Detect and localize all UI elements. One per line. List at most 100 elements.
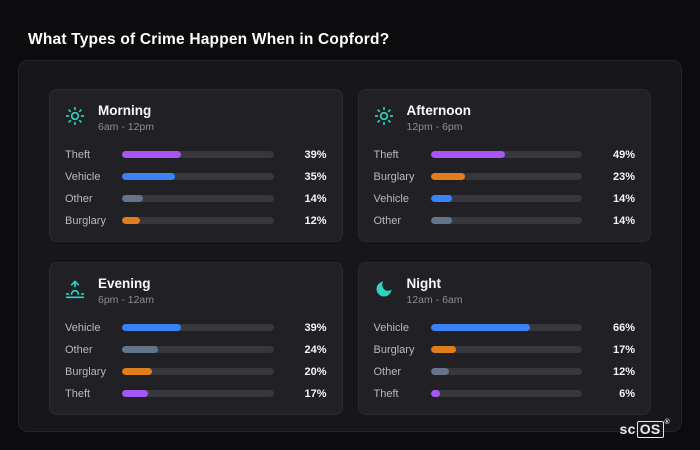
crime-row: Other 12% (374, 365, 636, 378)
crime-row: Other 14% (374, 214, 636, 227)
percent-label: 39% (304, 148, 327, 161)
card-subtitle: 12pm - 6pm (406, 121, 463, 133)
bar-fill (122, 173, 176, 180)
card-title: Evening (98, 276, 151, 291)
bar-track (430, 217, 582, 224)
bar-track (122, 217, 274, 224)
time-card-afternoon: Afternoon 12pm - 6pm Theft 49% Burglary … (357, 89, 651, 242)
bar-fill (430, 217, 452, 224)
crime-rows: Theft 39% Vehicle 35% Other 14% Burglary (65, 148, 327, 227)
bar-fill (430, 195, 452, 202)
bar-track (122, 368, 274, 375)
percent-label: 12% (612, 365, 635, 378)
crime-row: Burglary 17% (374, 343, 636, 356)
logo-prefix: sc (619, 421, 636, 437)
bar-track (122, 173, 274, 180)
percent-label: 17% (612, 343, 635, 356)
bar-fill (430, 390, 440, 397)
crime-row: Vehicle 66% (374, 321, 636, 334)
percent-label: 14% (612, 192, 635, 205)
cards-grid: Morning 6am - 12pm Theft 39% Vehicle 35%… (49, 89, 651, 415)
percent-label: 17% (304, 387, 327, 400)
bar-track (430, 195, 582, 202)
card-header: Morning 6am - 12pm (65, 103, 327, 133)
bar-fill (430, 173, 466, 180)
time-card-night: Night 12am - 6am Vehicle 66% Burglary 17… (357, 262, 651, 415)
card-subtitle: 6am - 12pm (98, 121, 155, 133)
bar-fill (430, 368, 449, 375)
crime-label: Burglary (65, 214, 106, 227)
bar-fill (122, 368, 153, 375)
crime-row: Vehicle 39% (65, 321, 327, 334)
scos-logo: sc OS ® (619, 419, 670, 438)
stats-panel: Morning 6am - 12pm Theft 39% Vehicle 35%… (18, 60, 682, 432)
crime-rows: Vehicle 39% Other 24% Burglary 20% Theft (65, 321, 327, 400)
crime-row: Other 14% (65, 192, 327, 205)
bar-track (430, 368, 582, 375)
logo-boxed-text: OS (636, 421, 664, 438)
bar-track (430, 324, 582, 331)
crime-row: Theft 49% (374, 148, 636, 161)
bar-fill (122, 195, 144, 202)
card-header: Night 12am - 6am (374, 276, 636, 306)
crime-label: Vehicle (373, 321, 409, 334)
bar-track (122, 390, 274, 397)
percent-label: 24% (304, 343, 327, 356)
bar-track (430, 151, 582, 158)
bar-fill (122, 324, 182, 331)
crime-row: Theft 17% (65, 387, 327, 400)
logo-registered-mark: ® (664, 419, 670, 426)
sun-icon (65, 106, 85, 126)
percent-label: 23% (612, 170, 635, 183)
bar-fill (122, 151, 182, 158)
crime-row: Burglary 20% (65, 365, 327, 378)
crime-row: Vehicle 35% (65, 170, 327, 183)
sun-icon (374, 106, 394, 126)
crime-rows: Vehicle 66% Burglary 17% Other 12% Theft (374, 321, 636, 400)
bar-track (122, 324, 274, 331)
crime-label: Burglary (373, 343, 415, 356)
percent-label: 12% (304, 214, 327, 227)
crime-row: Other 24% (65, 343, 327, 356)
crime-row: Theft 6% (374, 387, 636, 400)
crime-label: Burglary (373, 170, 415, 183)
percent-label: 35% (304, 170, 327, 183)
sunset-icon (65, 279, 85, 299)
bar-track (430, 390, 582, 397)
time-card-evening: Evening 6pm - 12am Vehicle 39% Other 24%… (49, 262, 343, 415)
crime-label: Theft (65, 387, 91, 400)
crime-label: Other (65, 343, 93, 356)
moon-icon (374, 279, 394, 299)
bar-track (430, 173, 582, 180)
card-header: Evening 6pm - 12am (65, 276, 327, 306)
card-title: Night (406, 276, 442, 291)
crime-row: Burglary 12% (65, 214, 327, 227)
card-title: Morning (98, 103, 152, 118)
bar-track (122, 195, 274, 202)
percent-label: 6% (619, 387, 635, 400)
card-header: Afternoon 12pm - 6pm (374, 103, 636, 133)
crime-label: Theft (373, 148, 399, 161)
card-title: Afternoon (406, 103, 472, 118)
crime-label: Theft (373, 387, 399, 400)
bar-fill (430, 324, 531, 331)
crime-label: Other (373, 365, 402, 378)
percent-label: 14% (304, 192, 327, 205)
crime-label: Theft (65, 148, 91, 161)
crime-label: Vehicle (373, 192, 409, 205)
bar-fill (122, 390, 148, 397)
crime-row: Vehicle 14% (374, 192, 636, 205)
bar-fill (122, 217, 141, 224)
percent-label: 49% (612, 148, 635, 161)
percent-label: 39% (304, 321, 327, 334)
card-subtitle: 6pm - 12am (98, 294, 155, 306)
bar-fill (122, 346, 159, 353)
percent-label: 14% (612, 214, 635, 227)
bar-fill (430, 346, 457, 353)
crime-row: Theft 39% (65, 148, 327, 161)
crime-rows: Theft 49% Burglary 23% Vehicle 14% Other (374, 148, 636, 227)
time-card-morning: Morning 6am - 12pm Theft 39% Vehicle 35%… (49, 89, 343, 242)
page-title: What Types of Crime Happen When in Copfo… (28, 31, 390, 49)
crime-row: Burglary 23% (374, 170, 636, 183)
crime-label: Vehicle (65, 170, 101, 183)
